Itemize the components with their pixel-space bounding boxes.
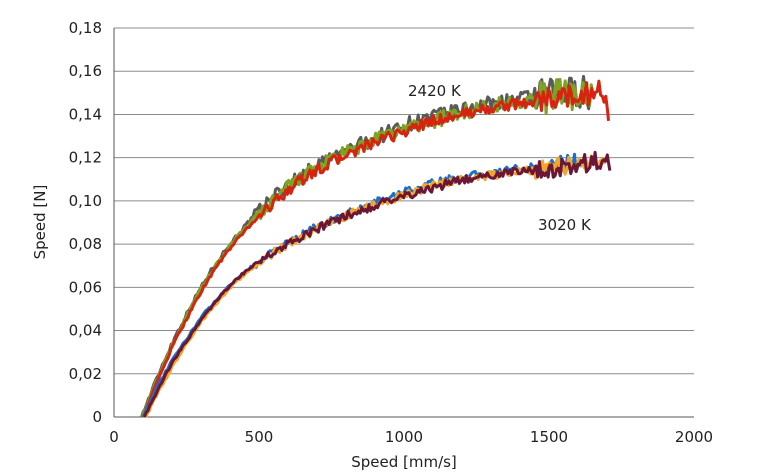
annotation-3020k: 3020 K [538,216,592,234]
x-tick-label: 500 [245,428,274,446]
series-line-3020k-3 [141,152,580,418]
y-tick-label: 0 [92,408,102,426]
y-tick-label: 0,02 [69,365,102,383]
series-line-3020k-4 [144,154,606,418]
x-tick-label: 1500 [530,428,568,446]
x-tick-label: 1000 [385,428,423,446]
y-tick-label: 0,12 [69,149,102,167]
annotation-2420k: 2420 K [408,82,462,100]
series-line-2420k-0 [140,74,592,418]
y-tick-label: 0,08 [69,235,102,253]
y-tick-label: 0,18 [69,19,102,37]
series-lines [140,74,612,418]
x-tick-label: 0 [109,428,119,446]
y-axis-title: Speed [N] [31,185,49,260]
y-tick-label: 0,04 [69,322,102,340]
y-tick-label: 0,16 [69,62,102,80]
y-tick-label: 0,14 [69,105,102,123]
series-line-2420k-2 [141,79,610,418]
series-line-2420k-1 [140,77,594,418]
axes [113,28,694,418]
x-tick-label: 2000 [675,428,713,446]
y-tick-label: 0,06 [69,278,102,296]
x-axis-title: Speed [mm/s] [351,453,457,471]
tick-labels: 0 0,02 0,04 0,06 0,08 0,10 0,12 0,14 0,16 0,18 0 50… [69,19,714,446]
y-tick-label: 0,10 [69,192,102,210]
gridlines [114,27,694,375]
series-line-3020k-5 [143,150,612,418]
